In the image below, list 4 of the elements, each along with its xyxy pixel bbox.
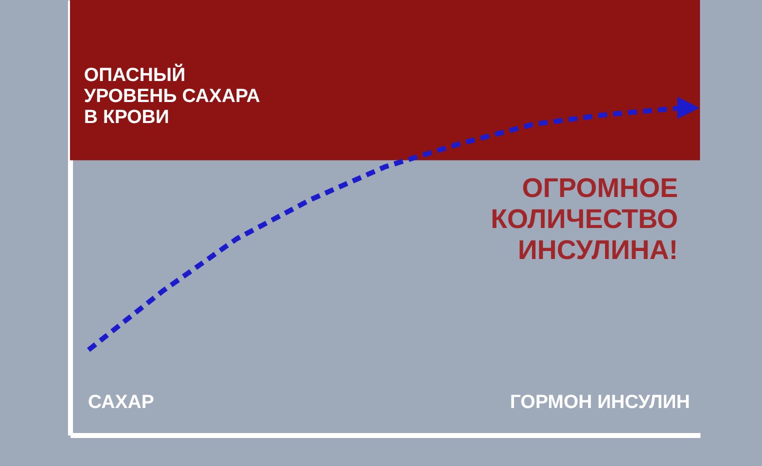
annotation: ОГРОМНОЕ КОЛИЧЕСТВО ИНСУЛИНА!: [490, 173, 678, 265]
band-label: ОПАСНЫЙ УРОВЕНЬ САХАРА В КРОВИ: [84, 63, 260, 128]
annotation: САХАР: [88, 392, 154, 413]
annotation: ГОРМОН ИНСУЛИН: [510, 392, 690, 413]
